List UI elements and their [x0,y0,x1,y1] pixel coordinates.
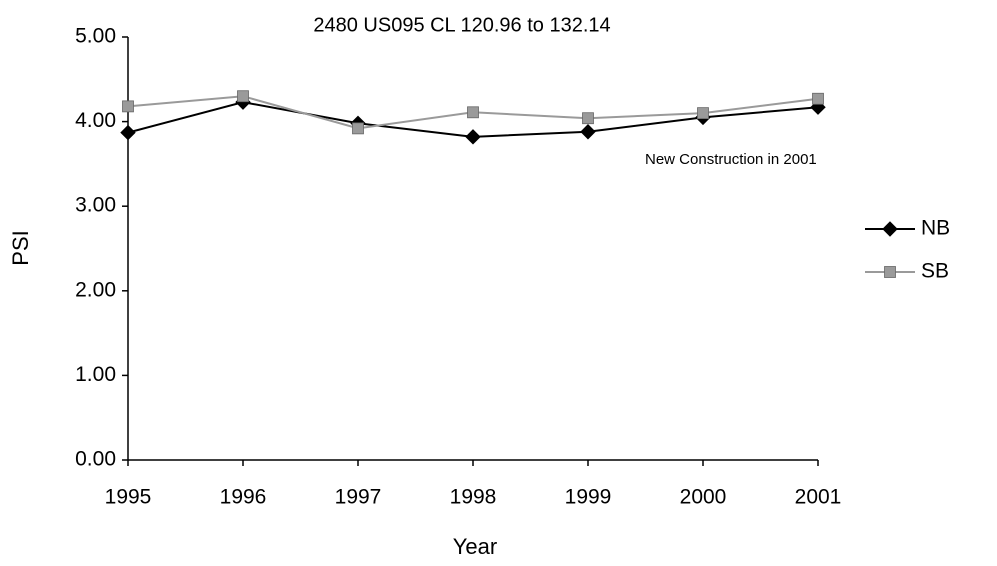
data-point [582,112,594,125]
data-point [580,124,596,140]
data-point [465,129,481,145]
legend-marker [884,266,896,278]
data-point [237,90,249,103]
x-tick-label: 1997 [335,486,382,509]
data-point [467,106,479,119]
x-tick-label: 2000 [680,486,727,509]
x-tick-label: 1995 [105,486,152,509]
data-point [352,122,364,135]
legend-marker [882,221,898,237]
y-tick-label: 2.00 [75,278,116,301]
x-tick-label: 2001 [795,486,842,509]
x-tick-label: 1999 [565,486,612,509]
x-tick-label: 1996 [220,486,267,509]
data-point [812,92,824,105]
x-tick-label: 1998 [450,486,497,509]
data-point [120,124,136,141]
legend-label: NB [921,217,950,240]
chart-title: 2480 US095 CL 120.96 to 132.14 [313,14,610,36]
y-tick-label: 5.00 [75,25,116,48]
y-axis-title: PSI [8,230,33,265]
y-tick-label: 1.00 [75,363,116,386]
legend-label: SB [921,260,949,283]
y-tick-label: 0.00 [75,448,116,471]
annotation: New Construction in 2001 [645,151,817,168]
y-tick-label: 3.00 [75,194,116,217]
y-tick-label: 4.00 [75,109,116,132]
data-point [697,107,709,120]
data-point [122,100,134,113]
x-axis-title: Year [453,534,497,559]
